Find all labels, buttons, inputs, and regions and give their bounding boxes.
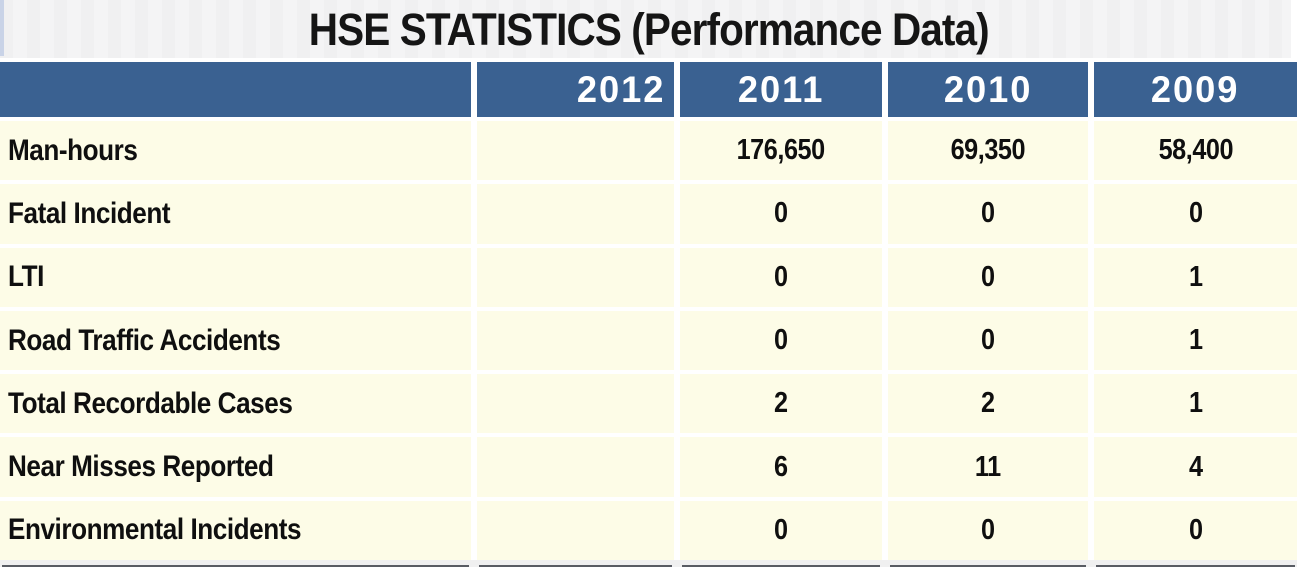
value-text: 58,400 <box>1158 134 1233 167</box>
row-label-total-recordable-cases: Total Recordable Cases <box>0 374 471 434</box>
row-label-text: Man-hours <box>8 133 138 167</box>
value-text: 11 <box>975 450 1001 483</box>
value-cell-environmental-incidents-2010: 0 <box>888 500 1088 561</box>
value-text: 0 <box>1188 197 1203 230</box>
bottom-edge-segment <box>682 564 880 567</box>
row-label-lti: LTI <box>0 247 471 307</box>
row-label-fatal-incident: Fatal Incident <box>0 184 471 244</box>
year-label: 2009 <box>1151 68 1240 110</box>
value-text: 69,350 <box>950 134 1026 167</box>
value-cell-lti-2012 <box>477 247 674 307</box>
header-cell-year-2009: 2009 <box>1094 62 1297 117</box>
row-label-near-misses-reported: Near Misses Reported <box>0 437 471 497</box>
value-cell-environmental-incidents-2009: 0 <box>1094 500 1297 561</box>
row-label-text: Total Recordable Cases <box>8 386 293 420</box>
value-cell-total-recordable-cases-2009: 1 <box>1094 374 1297 434</box>
value-cell-road-traffic-accidents-2009: 1 <box>1094 310 1297 371</box>
value-cell-fatal-incident-2011: 0 <box>680 184 882 244</box>
value-cell-total-recordable-cases-2011: 2 <box>680 374 882 434</box>
title-band: HSE STATISTICS (Performance Data) <box>0 0 1297 58</box>
value-cell-near-misses-reported-2011: 6 <box>680 437 882 497</box>
value-cell-total-recordable-cases-2012 <box>477 374 674 434</box>
row-label-text: LTI <box>8 260 44 294</box>
header-cell-year-2010: 2010 <box>888 62 1088 117</box>
hse-statistics-table: 2012 2011 2010 2009 Man-hours 176,650 69,350 58… <box>0 62 1297 561</box>
value-text: 0 <box>981 324 995 357</box>
value-text: 4 <box>1188 450 1203 483</box>
value-text: 0 <box>981 513 995 546</box>
value-text: 0 <box>1188 513 1203 546</box>
value-cell-lti-2009: 1 <box>1094 247 1297 307</box>
bottom-edge-segment <box>2 564 469 567</box>
left-edge-strip <box>0 0 4 56</box>
year-label: 2011 <box>737 68 825 110</box>
value-cell-environmental-incidents-2012 <box>477 500 674 561</box>
year-label: 2012 <box>576 68 666 110</box>
table-bottom-edge <box>0 560 1297 567</box>
value-cell-fatal-incident-2009: 0 <box>1094 184 1297 244</box>
row-label-man-hours: Man-hours <box>0 121 471 181</box>
value-cell-man-hours-2011: 176,650 <box>680 121 882 181</box>
value-cell-road-traffic-accidents-2010: 0 <box>888 310 1088 371</box>
value-cell-fatal-incident-2012 <box>477 184 674 244</box>
row-label-text: Road Traffic Accidents <box>8 323 281 357</box>
page-title: HSE STATISTICS (Performance Data) <box>308 4 990 55</box>
bottom-edge-segment <box>890 564 1086 567</box>
value-text: 0 <box>981 197 995 230</box>
row-label-text: Fatal Incident <box>8 196 171 230</box>
value-text: 0 <box>774 324 788 357</box>
row-label-text: Environmental Incidents <box>8 513 302 547</box>
value-cell-fatal-incident-2010: 0 <box>888 184 1088 244</box>
value-text: 2 <box>981 387 995 420</box>
row-label-environmental-incidents: Environmental Incidents <box>0 500 471 561</box>
value-text: 0 <box>981 260 995 293</box>
value-text: 6 <box>774 450 788 483</box>
bottom-edge-segment <box>1096 564 1295 567</box>
value-cell-man-hours-2012 <box>477 121 674 181</box>
value-cell-environmental-incidents-2011: 0 <box>680 500 882 561</box>
value-cell-near-misses-reported-2010: 11 <box>888 437 1088 497</box>
header-cell-year-2012: 2012 <box>477 62 674 117</box>
value-text: 2 <box>774 387 788 420</box>
value-cell-lti-2011: 0 <box>680 247 882 307</box>
value-cell-near-misses-reported-2012 <box>477 437 674 497</box>
value-cell-lti-2010: 0 <box>888 247 1088 307</box>
header-cell-blank <box>0 62 471 117</box>
value-text: 1 <box>1188 260 1203 293</box>
value-cell-road-traffic-accidents-2011: 0 <box>680 310 882 371</box>
value-cell-road-traffic-accidents-2012 <box>477 310 674 371</box>
value-text: 1 <box>1188 387 1203 420</box>
row-label-text: Near Misses Reported <box>8 450 274 484</box>
value-cell-near-misses-reported-2009: 4 <box>1094 437 1297 497</box>
header-cell-year-2011: 2011 <box>680 62 882 117</box>
value-cell-man-hours-2010: 69,350 <box>888 121 1088 181</box>
year-label: 2010 <box>943 68 1033 110</box>
value-text: 1 <box>1188 324 1203 357</box>
value-text: 0 <box>774 197 788 230</box>
value-text: 176,650 <box>736 134 826 167</box>
bottom-edge-segment <box>479 564 672 567</box>
value-text: 0 <box>774 260 788 293</box>
value-cell-man-hours-2009: 58,400 <box>1094 121 1297 181</box>
row-label-road-traffic-accidents: Road Traffic Accidents <box>0 310 471 371</box>
title-band-right-edge <box>1291 0 1297 58</box>
value-text: 0 <box>774 513 788 546</box>
value-cell-total-recordable-cases-2010: 2 <box>888 374 1088 434</box>
